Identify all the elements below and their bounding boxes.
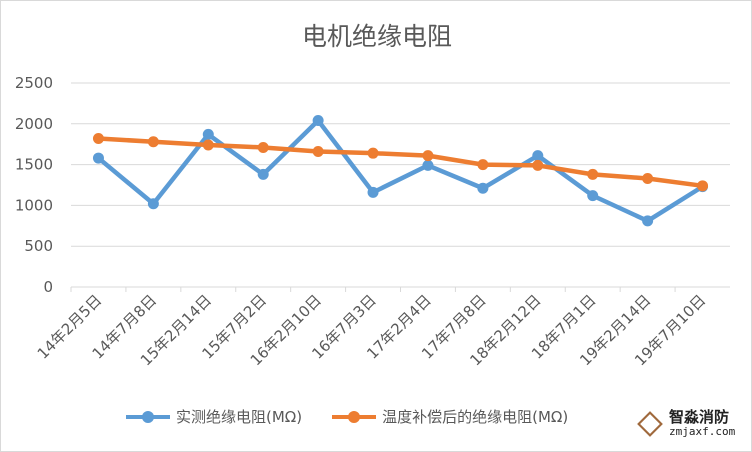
data-point-1 [147, 136, 159, 148]
watermark-name: 智淼消防 [669, 408, 730, 426]
data-point-1 [202, 139, 214, 151]
data-point-0 [477, 182, 489, 194]
y-tick-label: 1500 [15, 156, 53, 174]
data-point-0 [532, 150, 544, 162]
data-point-0 [147, 198, 159, 210]
legend-item-compensated: 温度补偿后的绝缘电阻(MΩ) [332, 406, 568, 427]
legend-label-compensated: 温度补偿后的绝缘电阻(MΩ) [382, 408, 569, 426]
y-tick-label: 500 [24, 237, 53, 255]
watermark-url: zmjaxf.com [669, 425, 736, 438]
data-point-0 [312, 115, 324, 127]
data-point-0 [367, 186, 379, 198]
data-point-0 [257, 168, 269, 180]
data-point-1 [477, 159, 489, 171]
legend-item-measured: 实测绝缘电阻(MΩ) [126, 406, 302, 427]
data-point-1 [92, 132, 104, 144]
data-point-1 [367, 147, 379, 159]
chart-title: 电机绝缘电阻 [301, 22, 452, 51]
legend-label-measured: 实测绝缘电阻(MΩ) [176, 408, 303, 426]
legend-marker-measured [126, 410, 170, 423]
data-point-1 [587, 168, 599, 180]
y-tick-label: 2000 [15, 115, 53, 133]
legend: 实测绝缘电阻(MΩ) 温度补偿后的绝缘电阻(MΩ) [126, 406, 598, 427]
series-line-1 [98, 136, 703, 189]
data-point-1 [532, 159, 544, 171]
y-tick-label: 2500 [15, 74, 53, 92]
watermark: 智淼消防 zmjaxf.com [637, 409, 735, 438]
data-point-0 [202, 128, 214, 140]
data-point-1 [257, 141, 269, 153]
data-point-1 [422, 150, 434, 162]
y-tick-label: 1000 [15, 196, 53, 214]
y-tick-label: 0 [43, 278, 53, 296]
legend-marker-compensated [332, 410, 377, 423]
data-point-0 [587, 190, 599, 202]
data-point-1 [697, 180, 709, 192]
watermark-logo-icon [637, 410, 663, 437]
data-point-0 [642, 215, 654, 227]
data-point-0 [422, 159, 434, 171]
data-point-1 [312, 146, 324, 158]
data-point-1 [642, 172, 654, 184]
data-point-0 [92, 152, 104, 164]
